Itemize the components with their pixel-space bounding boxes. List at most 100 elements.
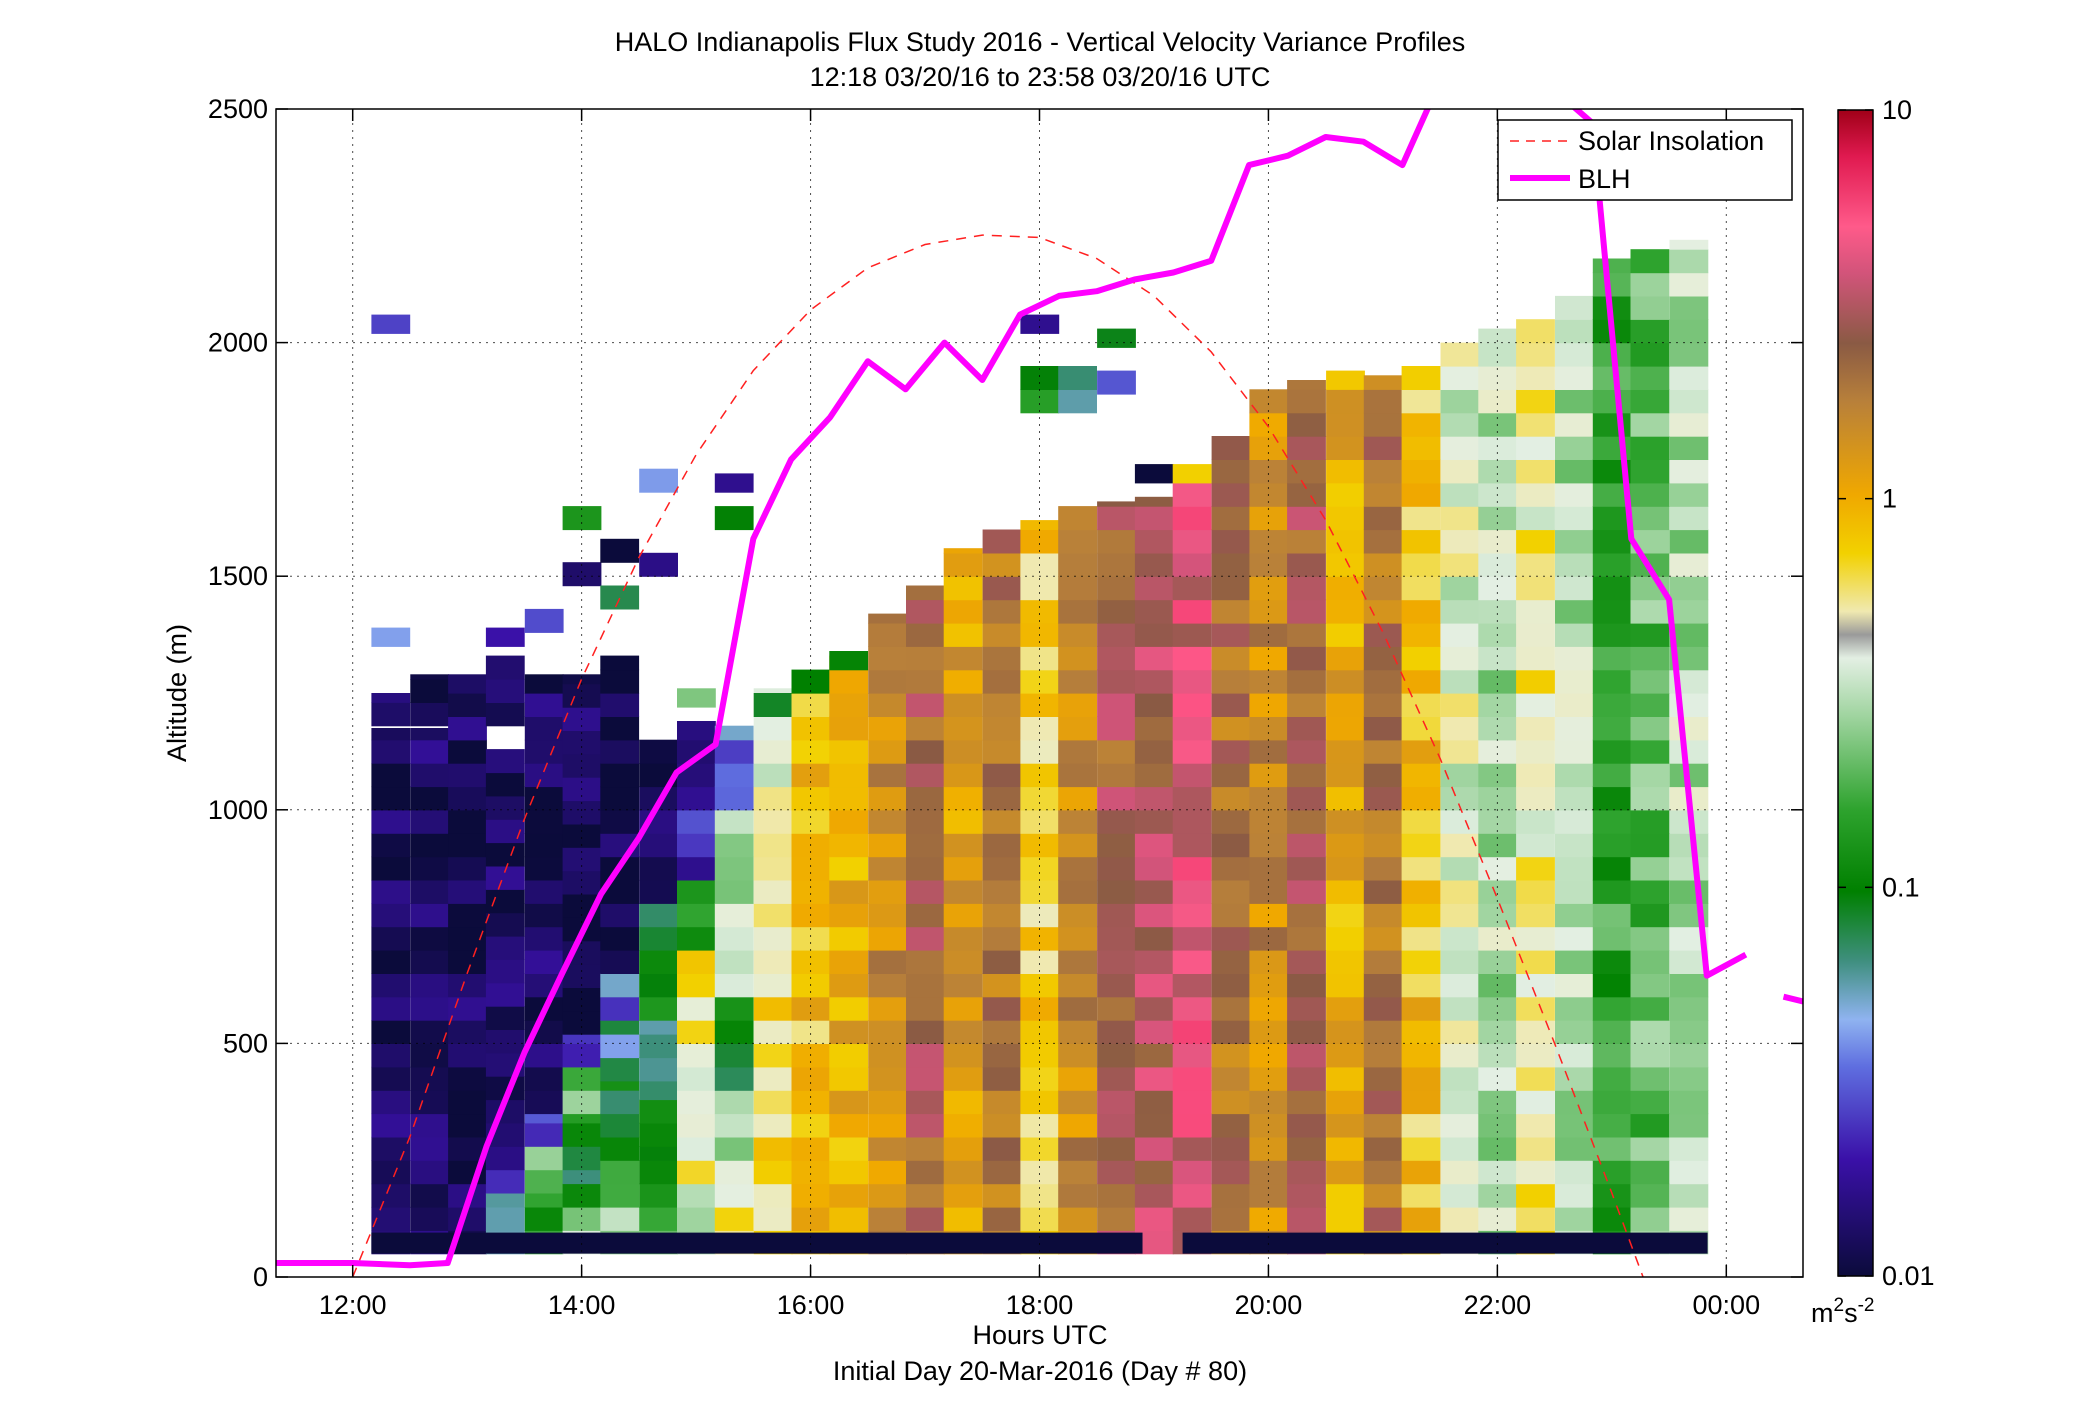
heatmap-cell: [1020, 716, 1060, 741]
heatmap-cell: [448, 973, 487, 998]
heatmap-cell: [1555, 1066, 1594, 1091]
heatmap-cell: [1058, 716, 1097, 741]
heatmap-cell: [524, 608, 564, 633]
heatmap-cell: [1326, 576, 1365, 601]
heatmap-cell: [1249, 856, 1289, 881]
heatmap-cell: [1555, 1136, 1594, 1161]
heatmap-cell: [1630, 763, 1670, 788]
heatmap-cell: [1249, 1136, 1289, 1161]
heatmap-cell: [1478, 856, 1518, 881]
heatmap-cell: [1401, 622, 1441, 647]
heatmap-cell: [410, 1066, 450, 1091]
heatmap-cell: [524, 856, 564, 881]
heatmap-cell: [943, 552, 983, 577]
heatmap-cell: [943, 950, 983, 974]
heatmap-cell: [524, 833, 564, 858]
heatmap-cell: [1401, 1113, 1441, 1138]
heatmap-cell: [1440, 529, 1480, 554]
heatmap-cell: [677, 1066, 716, 1091]
heatmap-cell: [1516, 1043, 1555, 1068]
heatmap-cell: [371, 728, 411, 741]
heatmap-cell: [1592, 1113, 1632, 1138]
heatmap-cell: [1097, 1090, 1136, 1115]
heatmap-cell: [868, 903, 907, 928]
heatmap-cell: [1440, 1113, 1480, 1138]
heatmap-cell: [1172, 1020, 1212, 1044]
heatmap-cell: [600, 1206, 640, 1231]
heatmap-cell: [410, 809, 450, 834]
heatmap-cell: [982, 1206, 1022, 1231]
heatmap-cell: [1058, 1090, 1097, 1115]
heatmap-cell: [1326, 669, 1365, 694]
heatmap-cell: [1211, 1020, 1251, 1044]
colorbar-tick-label: 10: [1882, 95, 1912, 125]
heatmap-cell: [1555, 482, 1594, 507]
heatmap-cell: [1287, 482, 1326, 507]
heatmap-cell: [1326, 739, 1365, 764]
heatmap-cell: [1440, 669, 1480, 694]
heatmap-cell: [1326, 1160, 1365, 1185]
heatmap-cell: [1516, 809, 1555, 834]
heatmap-cell: [1401, 903, 1441, 928]
heatmap-cell: [1172, 1043, 1212, 1068]
heatmap-cell: [600, 926, 640, 951]
heatmap-cell: [943, 1066, 983, 1091]
chart-subtitle: 12:18 03/20/16 to 23:58 03/20/16 UTC: [810, 62, 1271, 92]
heatmap-cell: [982, 693, 1022, 717]
chart-title: HALO Indianapolis Flux Study 2016 - Vert…: [615, 27, 1465, 57]
heatmap-cell: [1630, 506, 1670, 531]
heatmap-cell: [829, 651, 869, 671]
heatmap-cell: [1097, 996, 1136, 1021]
heatmap-cell: [1516, 319, 1555, 344]
heatmap-cell: [1058, 856, 1097, 881]
heatmap-cell: [868, 622, 907, 647]
heatmap-cell: [1326, 763, 1365, 788]
heatmap-cell: [1440, 1043, 1480, 1068]
heatmap-cell: [639, 926, 678, 951]
blh-line: [276, 109, 1748, 1269]
heatmap-cell: [485, 819, 525, 844]
heatmap-cell: [524, 950, 564, 974]
heatmap-cell: [1363, 879, 1403, 904]
heatmap-cell: [562, 683, 602, 708]
heatmap-cell: [1211, 716, 1251, 741]
heatmap-cell: [1134, 552, 1174, 577]
heatmap-cell: [1211, 1206, 1251, 1231]
heatmap-cell: [868, 716, 907, 741]
heatmap-cell: [1516, 833, 1555, 858]
heatmap-cell: [1669, 272, 1709, 297]
heatmap-cell: [1630, 950, 1670, 974]
heatmap-cell: [982, 1043, 1022, 1068]
legend-box: [1497, 119, 1793, 201]
heatmap-cell: [906, 585, 945, 601]
heatmap-cell: [1020, 646, 1060, 671]
heatmap-cell: [1401, 1183, 1441, 1208]
heatmap-cell: [1440, 1206, 1480, 1231]
heatmap-cell: [524, 763, 564, 788]
heatmap-cell: [1097, 809, 1136, 834]
heatmap-cell: [371, 1113, 411, 1138]
heatmap-cell: [1287, 459, 1326, 484]
heatmap-cell: [410, 728, 450, 741]
heatmap-cell: [1134, 1160, 1174, 1185]
heatmap-cell: [1401, 646, 1441, 671]
heatmap-cell: [829, 786, 869, 811]
heatmap-cell: [1211, 552, 1251, 577]
heatmap-cell: [1440, 412, 1480, 437]
heatmap-cell: [791, 809, 831, 834]
heatmap-cell: [677, 721, 716, 741]
heatmap-cell: [410, 1183, 450, 1208]
heatmap-cell: [1287, 1160, 1326, 1185]
heatmap-cell: [1630, 389, 1670, 414]
heatmap-cell: [1363, 482, 1403, 507]
heatmap-cell: [1326, 1136, 1365, 1161]
heatmap-cell: [639, 739, 678, 764]
heatmap-cell: [677, 926, 716, 951]
heatmap-cell: [1058, 950, 1097, 974]
heatmap-cell: [1249, 576, 1289, 601]
heatmap-cell: [1134, 1183, 1174, 1208]
heatmap-cell: [639, 1034, 678, 1059]
heatmap-cell: [1020, 576, 1060, 601]
heatmap-cell: [1287, 1136, 1326, 1161]
